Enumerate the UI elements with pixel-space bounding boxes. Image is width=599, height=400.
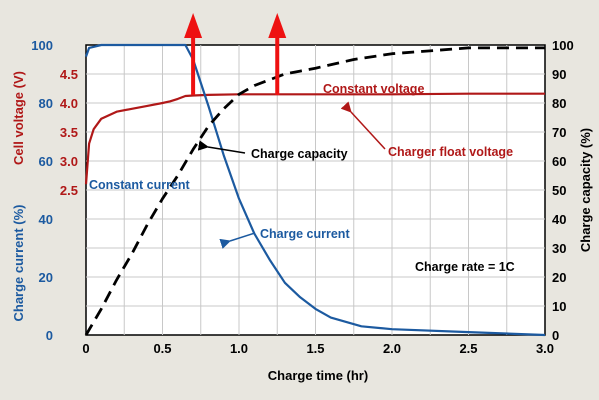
current-tick-label: 20 xyxy=(39,270,53,285)
tick-labels: 0 0.5 1.0 1.5 2.0 2.5 3.0 2.5 3.0 3.5 4.0 4.5 0 20 40 6… xyxy=(31,38,573,356)
voltage-tick-label: 2.5 xyxy=(60,183,78,198)
voltage-series-line xyxy=(84,92,545,185)
charge-capacity-label: Charge capacity xyxy=(251,147,348,161)
x-tick-label: 3.0 xyxy=(536,341,554,356)
charge-capacity-pointer xyxy=(197,140,246,154)
current-tick-label: 80 xyxy=(39,96,53,111)
charge-current-label: Charge current xyxy=(260,227,350,241)
capacity-series-line xyxy=(84,46,545,336)
current-tick-label: 0 xyxy=(46,328,53,343)
x-tick-label: 2.5 xyxy=(459,341,477,356)
x-tick-label: 0.5 xyxy=(153,341,171,356)
voltage-tick-label: 3.0 xyxy=(60,154,78,169)
voltage-tick-label: 4.0 xyxy=(60,96,78,111)
capacity-tick-label: 90 xyxy=(552,67,566,82)
up-arrow-head xyxy=(268,13,287,38)
charger-float-voltage-label: Charger float voltage xyxy=(388,145,513,159)
capacity-tick-label: 100 xyxy=(552,38,574,53)
capacity-tick-label: 60 xyxy=(552,154,566,169)
charge-current-pointer xyxy=(219,232,256,249)
x-tick-label: 1.0 xyxy=(230,341,248,356)
capacity-tick-label: 70 xyxy=(552,125,566,140)
x-tick-label: 2.0 xyxy=(383,341,401,356)
current-tick-label: 100 xyxy=(31,38,53,53)
capacity-tick-label: 80 xyxy=(552,96,566,111)
charge-rate-label: Charge rate = 1C xyxy=(415,260,515,274)
x-tick-label: 0 xyxy=(82,341,89,356)
voltage-axis-title: Cell voltage (V) xyxy=(11,71,26,165)
current-tick-label: 60 xyxy=(39,154,53,169)
constant-current-label: Constant current xyxy=(89,178,191,192)
x-axis-title: Charge time (hr) xyxy=(268,368,368,383)
capacity-tick-label: 10 xyxy=(552,299,566,314)
voltage-tick-label: 4.5 xyxy=(60,67,78,82)
current-axis-title: Charge current (%) xyxy=(11,204,26,321)
capacity-tick-label: 30 xyxy=(552,241,566,256)
capacity-axis-title: Charge capacity (%) xyxy=(578,128,593,252)
constant-voltage-label: Constant voltage xyxy=(323,82,424,96)
up-arrows xyxy=(184,13,287,95)
capacity-tick-label: 20 xyxy=(552,270,566,285)
voltage-tick-label: 3.5 xyxy=(60,125,78,140)
capacity-tick-label: 50 xyxy=(552,183,566,198)
capacity-tick-label: 0 xyxy=(552,328,559,343)
up-arrow-head xyxy=(184,13,203,38)
current-tick-label: 40 xyxy=(39,212,53,227)
x-tick-label: 1.5 xyxy=(306,341,324,356)
capacity-tick-label: 40 xyxy=(552,212,566,227)
charger-float-voltage-pointer xyxy=(340,101,386,150)
